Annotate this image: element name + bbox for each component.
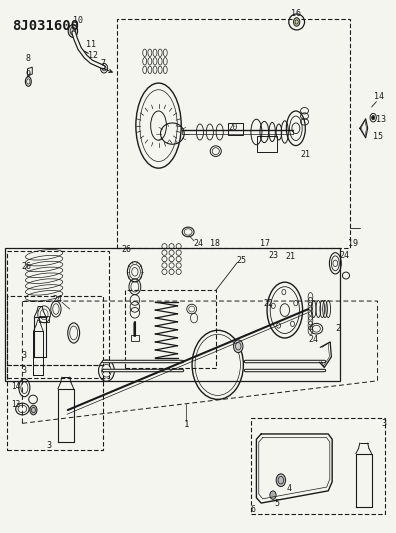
Text: 6: 6 bbox=[251, 505, 256, 514]
Text: 19: 19 bbox=[348, 239, 358, 248]
Text: 25: 25 bbox=[236, 256, 246, 264]
Text: 12: 12 bbox=[88, 51, 99, 60]
Text: 13: 13 bbox=[11, 400, 20, 409]
Text: 4: 4 bbox=[286, 484, 291, 493]
Text: 21: 21 bbox=[286, 253, 296, 261]
Circle shape bbox=[234, 340, 243, 353]
Text: 24: 24 bbox=[340, 252, 350, 260]
Text: 26: 26 bbox=[21, 262, 31, 271]
Circle shape bbox=[30, 405, 37, 415]
Bar bbox=[7, 296, 103, 365]
Circle shape bbox=[371, 116, 375, 120]
Text: 24: 24 bbox=[308, 335, 319, 344]
Bar bbox=[228, 123, 244, 135]
Text: 11: 11 bbox=[86, 41, 96, 50]
Bar bbox=[39, 316, 49, 322]
Text: 3: 3 bbox=[381, 419, 386, 428]
Text: 23: 23 bbox=[268, 252, 278, 260]
Text: 16: 16 bbox=[291, 10, 301, 19]
Text: 9: 9 bbox=[26, 70, 31, 78]
Bar bbox=[251, 418, 385, 514]
Text: 24: 24 bbox=[193, 239, 203, 248]
Text: 15: 15 bbox=[373, 132, 383, 141]
Bar bbox=[7, 251, 109, 378]
Text: 17: 17 bbox=[260, 239, 270, 248]
Text: 24: 24 bbox=[53, 295, 63, 304]
Text: 10: 10 bbox=[73, 17, 84, 26]
Text: 2: 2 bbox=[335, 324, 341, 333]
Text: 14: 14 bbox=[374, 92, 384, 101]
Text: 3: 3 bbox=[22, 366, 27, 375]
Text: 18: 18 bbox=[210, 239, 220, 248]
Text: 14: 14 bbox=[11, 382, 20, 391]
Bar bbox=[7, 365, 103, 450]
Text: 3: 3 bbox=[46, 441, 51, 450]
Text: 7: 7 bbox=[100, 60, 105, 68]
Text: 5: 5 bbox=[274, 498, 280, 507]
Text: 22: 22 bbox=[263, 299, 273, 308]
Circle shape bbox=[293, 18, 300, 26]
Bar bbox=[117, 19, 350, 248]
Bar bbox=[131, 335, 139, 341]
Text: 20: 20 bbox=[229, 123, 238, 132]
Bar bbox=[5, 248, 340, 381]
Circle shape bbox=[68, 25, 78, 37]
Circle shape bbox=[276, 474, 286, 487]
Circle shape bbox=[270, 491, 276, 499]
Text: 8: 8 bbox=[26, 54, 31, 63]
Text: 3: 3 bbox=[22, 351, 27, 360]
Text: 26: 26 bbox=[121, 245, 131, 254]
Bar bbox=[125, 290, 216, 368]
Text: 8J031600: 8J031600 bbox=[13, 19, 80, 33]
Text: 1: 1 bbox=[183, 421, 189, 430]
Text: 13: 13 bbox=[377, 115, 386, 124]
Text: 21: 21 bbox=[301, 150, 311, 159]
Bar bbox=[257, 136, 277, 152]
